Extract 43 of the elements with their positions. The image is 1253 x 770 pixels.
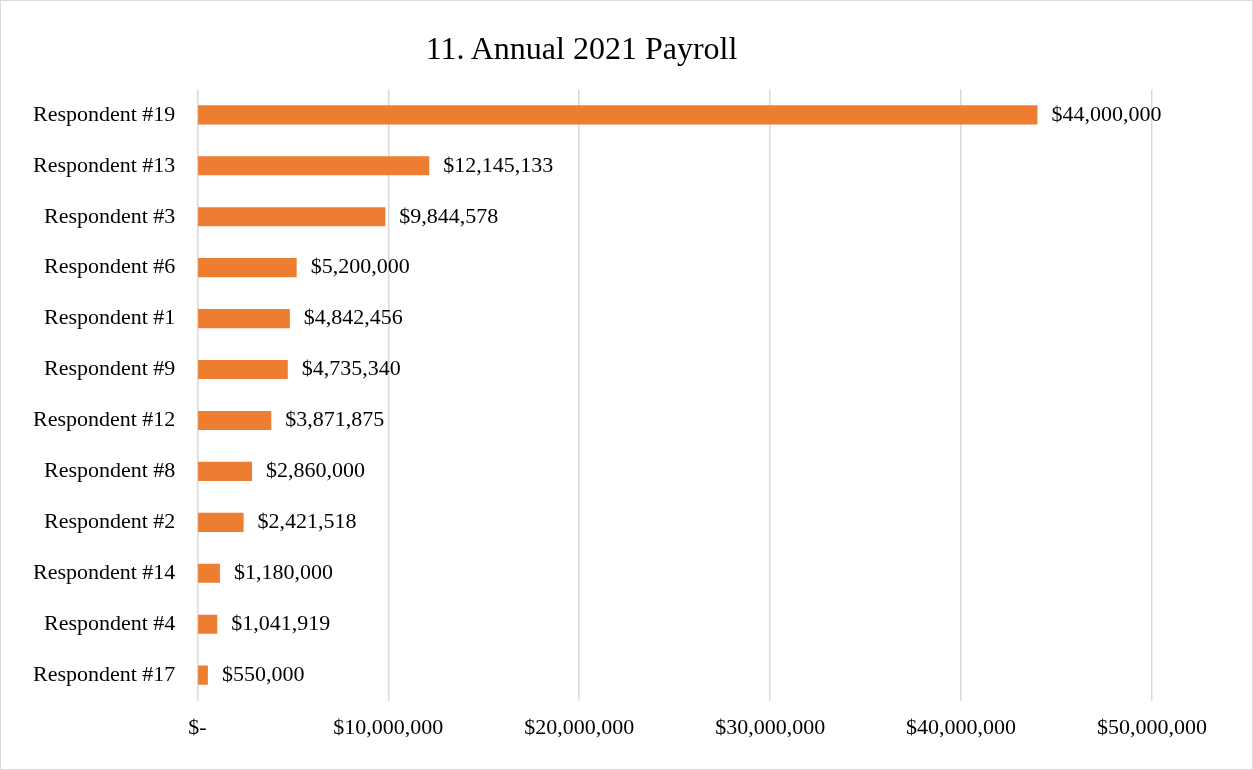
chart-title: 11. Annual 2021 Payroll bbox=[425, 29, 738, 66]
bar bbox=[198, 410, 272, 431]
y-tick-label: Respondent #9 bbox=[43, 355, 176, 381]
data-label: $550,000 bbox=[221, 660, 305, 686]
x-tick-label: $10,000,000 bbox=[333, 713, 444, 739]
bar bbox=[198, 105, 1038, 125]
y-tick-label: Respondent #19 bbox=[32, 100, 176, 126]
bar bbox=[198, 359, 288, 380]
y-tick-label: Respondent #17 bbox=[32, 660, 176, 686]
bar bbox=[198, 512, 244, 532]
y-tick-label: Respondent #13 bbox=[32, 151, 176, 177]
data-label: $2,421,518 bbox=[257, 508, 357, 534]
y-tick-label: Respondent #8 bbox=[43, 457, 176, 483]
x-tick-label: $- bbox=[188, 713, 207, 739]
bar bbox=[198, 614, 218, 634]
data-label: $1,041,919 bbox=[231, 609, 331, 635]
y-tick-label: Respondent #3 bbox=[43, 202, 176, 228]
data-label: $2,860,000 bbox=[265, 457, 365, 483]
data-label: $44,000,000 bbox=[1051, 100, 1162, 126]
x-tick-label: $40,000,000 bbox=[906, 713, 1017, 739]
y-tick-label: Respondent #12 bbox=[32, 406, 176, 432]
bar bbox=[198, 156, 430, 176]
data-label: $4,842,456 bbox=[303, 304, 403, 330]
y-tick-label: Respondent #14 bbox=[32, 559, 176, 585]
y-tick-label: Respondent #1 bbox=[43, 304, 176, 330]
x-tick-label: $30,000,000 bbox=[715, 713, 826, 739]
bar bbox=[198, 258, 297, 278]
y-tick-label: Respondent #2 bbox=[43, 508, 176, 534]
data-label: $3,871,875 bbox=[285, 406, 385, 432]
data-label: $12,145,133 bbox=[443, 151, 554, 177]
data-label: $5,200,000 bbox=[310, 253, 410, 279]
x-tick-label: $50,000,000 bbox=[1097, 713, 1207, 739]
bar bbox=[198, 563, 220, 583]
bar bbox=[198, 461, 252, 481]
data-label: $1,180,000 bbox=[233, 559, 333, 585]
y-tick-label: Respondent #6 bbox=[43, 253, 176, 279]
y-tick-label: Respondent #4 bbox=[43, 609, 176, 635]
bar bbox=[198, 207, 386, 227]
bar bbox=[198, 665, 208, 685]
data-label: $9,844,578 bbox=[399, 202, 499, 228]
bar bbox=[198, 309, 290, 329]
data-label: $4,735,340 bbox=[301, 355, 401, 381]
x-tick-label: $20,000,000 bbox=[524, 713, 635, 739]
